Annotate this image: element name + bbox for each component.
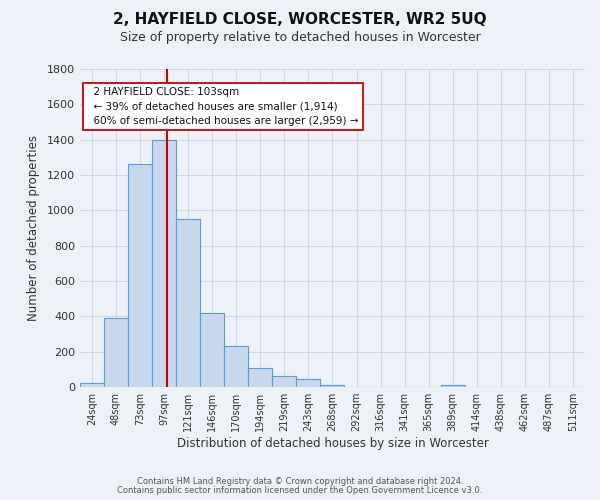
- Bar: [104, 318, 128, 387]
- Bar: [248, 368, 272, 387]
- Y-axis label: Number of detached properties: Number of detached properties: [27, 135, 40, 321]
- Text: 2 HAYFIELD CLOSE: 103sqm
  ← 39% of detached houses are smaller (1,914)
  60% of: 2 HAYFIELD CLOSE: 103sqm ← 39% of detach…: [87, 86, 359, 126]
- Bar: [80, 383, 104, 387]
- Bar: [272, 376, 296, 387]
- Bar: [128, 164, 152, 387]
- Bar: [200, 313, 224, 387]
- Bar: [176, 220, 200, 387]
- Text: Size of property relative to detached houses in Worcester: Size of property relative to detached ho…: [119, 31, 481, 44]
- Bar: [440, 384, 465, 387]
- X-axis label: Distribution of detached houses by size in Worcester: Distribution of detached houses by size …: [176, 437, 488, 450]
- Bar: [224, 346, 248, 387]
- Bar: [152, 140, 176, 387]
- Text: 2, HAYFIELD CLOSE, WORCESTER, WR2 5UQ: 2, HAYFIELD CLOSE, WORCESTER, WR2 5UQ: [113, 12, 487, 28]
- Text: Contains HM Land Registry data © Crown copyright and database right 2024.: Contains HM Land Registry data © Crown c…: [137, 477, 463, 486]
- Text: Contains public sector information licensed under the Open Government Licence v3: Contains public sector information licen…: [118, 486, 482, 495]
- Bar: [320, 386, 344, 387]
- Bar: [296, 378, 320, 387]
